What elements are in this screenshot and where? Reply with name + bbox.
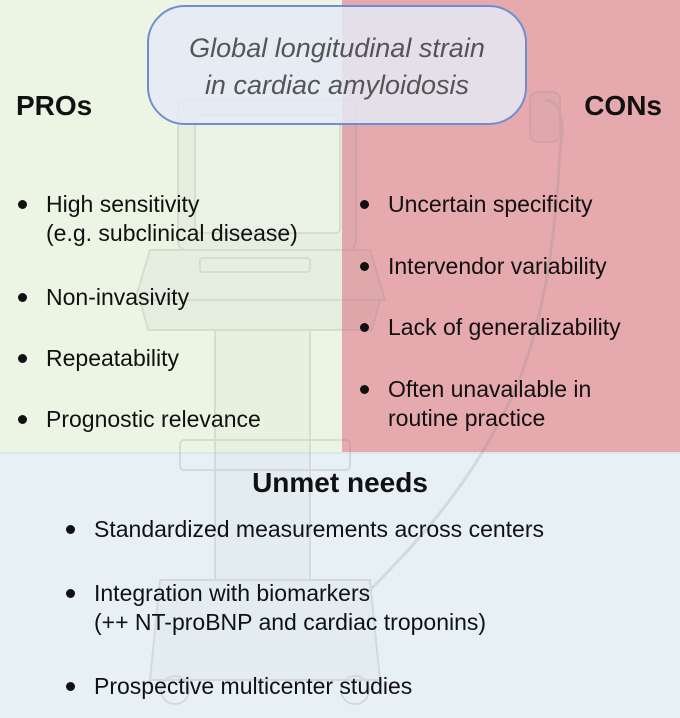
list-item: Repeatability: [16, 344, 179, 373]
bullet-icon: [66, 589, 75, 598]
list-item: Integration with biomarkers (++ NT-proBN…: [64, 579, 486, 637]
list-item: Lack of generalizability: [358, 313, 621, 342]
cons-item-text: Lack of generalizability: [388, 314, 621, 340]
needs-item-text: Prospective multicenter studies: [94, 673, 413, 699]
list-item: Uncertain specificity: [358, 190, 593, 219]
list-item: Prospective multicenter studies: [64, 672, 412, 701]
bullet-icon: [66, 525, 75, 534]
bullet-icon: [18, 200, 27, 209]
bullet-icon: [66, 682, 75, 691]
bullet-icon: [360, 262, 369, 271]
cons-item-text: Intervendor variability: [388, 253, 607, 279]
pros-item-text: Non-invasivity: [46, 284, 190, 310]
pros-heading: PROs: [16, 90, 93, 121]
unmet-needs-heading: Unmet needs: [252, 467, 428, 498]
unmet-needs-panel: [0, 452, 680, 718]
diagram-title: Global longitudinal strain in cardiac am…: [189, 33, 485, 100]
bullet-icon: [360, 385, 369, 394]
list-item: Standardized measurements across centers: [64, 515, 544, 544]
pros-item-text: Prognostic relevance: [46, 406, 261, 432]
pros-item-text: High sensitivity (e.g. subclinical disea…: [46, 191, 298, 246]
bullet-icon: [360, 323, 369, 332]
list-item: Intervendor variability: [358, 252, 607, 281]
list-item: High sensitivity (e.g. subclinical disea…: [16, 190, 298, 248]
list-item: Often unavailable in routine practice: [358, 375, 591, 433]
needs-item-text: Integration with biomarkers (++ NT-proBN…: [94, 580, 487, 635]
cons-item-text: Uncertain specificity: [388, 191, 593, 217]
bullet-icon: [360, 200, 369, 209]
bullet-icon: [18, 415, 27, 424]
list-item: Non-invasivity: [16, 283, 189, 312]
needs-item-text: Standardized measurements across centers: [94, 516, 544, 542]
cons-heading: CONs: [584, 90, 662, 121]
bullet-icon: [18, 354, 27, 363]
pros-item-text: Repeatability: [46, 345, 179, 371]
list-item: Prognostic relevance: [16, 405, 261, 434]
title-box: Global longitudinal strain in cardiac am…: [147, 5, 527, 125]
bullet-icon: [18, 293, 27, 302]
cons-item-text: Often unavailable in routine practice: [388, 376, 592, 431]
